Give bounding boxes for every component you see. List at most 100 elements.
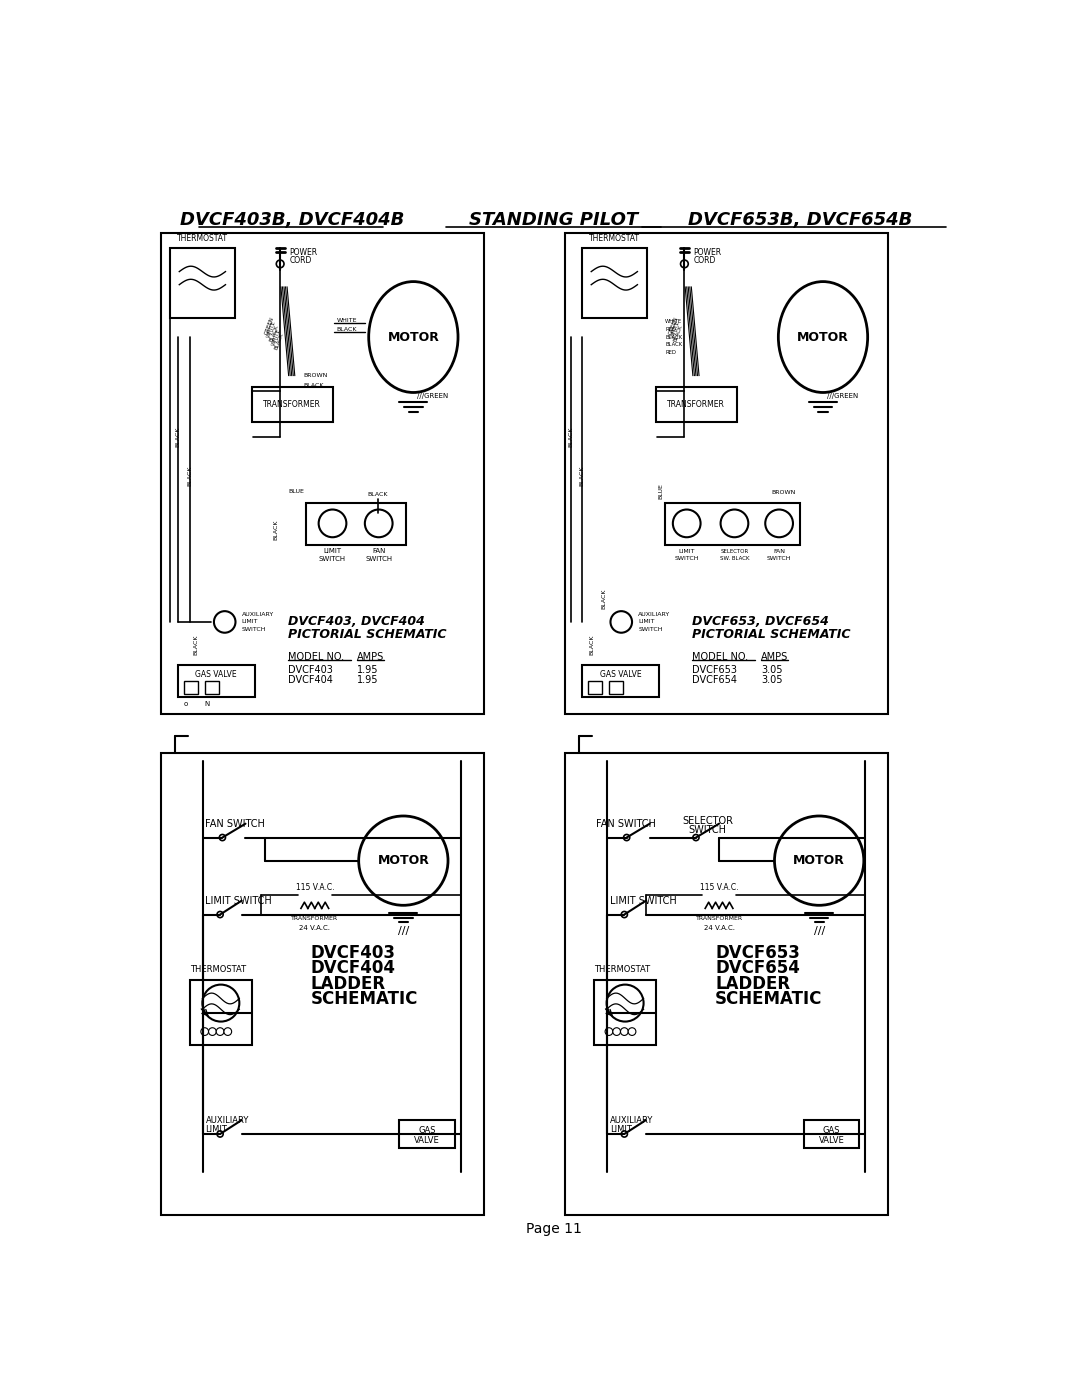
Text: MOTOR: MOTOR <box>793 854 845 868</box>
Text: BLACK: BLACK <box>303 383 324 388</box>
Circle shape <box>224 1028 231 1035</box>
Text: WHITE: WHITE <box>267 320 278 338</box>
Circle shape <box>629 1028 636 1035</box>
Text: SWITCH: SWITCH <box>319 556 346 562</box>
Ellipse shape <box>779 282 867 393</box>
Text: THERMOSTAT: THERMOSTAT <box>594 965 650 974</box>
Text: LIMIT: LIMIT <box>205 1125 227 1134</box>
Text: MODEL NO.: MODEL NO. <box>288 651 343 662</box>
Text: DVCF403: DVCF403 <box>288 665 333 675</box>
Circle shape <box>319 510 347 538</box>
Text: AMPS: AMPS <box>761 651 788 662</box>
Text: CORD: CORD <box>289 256 312 264</box>
Bar <box>609 682 623 693</box>
Text: SCHEMATIC: SCHEMATIC <box>311 990 418 1009</box>
Bar <box>594 979 656 1045</box>
Text: 3.05: 3.05 <box>761 675 783 685</box>
Text: DVCF653: DVCF653 <box>715 944 800 963</box>
Circle shape <box>217 1132 224 1137</box>
Circle shape <box>217 911 224 918</box>
Text: ///: /// <box>397 926 409 936</box>
Text: BLACK: BLACK <box>602 588 606 609</box>
Text: BLACK: BLACK <box>673 324 684 342</box>
Text: AUXILIARY: AUXILIARY <box>205 1116 248 1125</box>
Text: DVCF404: DVCF404 <box>311 960 396 978</box>
Text: BLACK: BLACK <box>188 465 192 486</box>
Text: LIMIT: LIMIT <box>610 1125 632 1134</box>
Text: VALVE: VALVE <box>415 1136 440 1144</box>
Text: TRANSFORMER: TRANSFORMER <box>292 916 338 921</box>
Bar <box>589 682 602 693</box>
Bar <box>565 753 889 1215</box>
Circle shape <box>720 510 748 538</box>
Text: 24 V.A.C.: 24 V.A.C. <box>299 925 330 932</box>
Text: SELECTOR: SELECTOR <box>681 816 733 826</box>
Text: BLACK: BLACK <box>273 331 284 351</box>
Text: PICTORIAL SCHEMATIC: PICTORIAL SCHEMATIC <box>692 627 851 641</box>
Text: BLACK: BLACK <box>193 634 198 655</box>
Text: BROWN: BROWN <box>303 373 327 379</box>
Circle shape <box>612 1028 621 1035</box>
Text: BLACK: BLACK <box>665 334 683 339</box>
Circle shape <box>202 985 240 1021</box>
Circle shape <box>359 816 448 905</box>
Text: 3.05: 3.05 <box>761 665 783 675</box>
Text: MOTOR: MOTOR <box>377 854 429 868</box>
Text: VALVE: VALVE <box>819 1136 845 1144</box>
Text: DVCF403: DVCF403 <box>311 944 396 963</box>
Text: DVCF654: DVCF654 <box>715 960 800 978</box>
Circle shape <box>774 816 864 905</box>
Text: 115 V.A.C.: 115 V.A.C. <box>296 883 334 893</box>
Text: RED: RED <box>665 349 676 355</box>
Text: DVCF654: DVCF654 <box>692 675 737 685</box>
Text: SELECTOR: SELECTOR <box>720 549 748 553</box>
Text: STANDING PILOT: STANDING PILOT <box>469 211 638 229</box>
Text: TRANSFORMER: TRANSFORMER <box>667 401 725 409</box>
Text: MOTOR: MOTOR <box>797 331 849 344</box>
Text: LIMIT: LIMIT <box>242 619 258 624</box>
Text: DVCF403B, DVCF404B: DVCF403B, DVCF404B <box>179 211 404 229</box>
Bar <box>565 233 889 714</box>
Text: WHITE: WHITE <box>665 319 683 324</box>
Text: BLACK: BLACK <box>367 492 388 497</box>
Circle shape <box>605 1028 612 1035</box>
Text: DVCF404: DVCF404 <box>288 675 333 685</box>
Circle shape <box>621 911 627 918</box>
Text: LIMIT: LIMIT <box>323 548 341 555</box>
Text: FAN: FAN <box>773 549 785 553</box>
Text: WHITE: WHITE <box>671 320 681 338</box>
Bar <box>190 979 252 1045</box>
Text: FAN SWITCH: FAN SWITCH <box>205 819 266 828</box>
Text: LIMIT SWITCH: LIMIT SWITCH <box>205 895 272 905</box>
Text: WHITE: WHITE <box>336 317 356 323</box>
Text: POWER: POWER <box>693 247 721 257</box>
Bar <box>665 503 800 545</box>
Text: DVCF653: DVCF653 <box>692 665 737 675</box>
Text: SWITCH: SWITCH <box>242 627 266 631</box>
Circle shape <box>673 510 701 538</box>
Text: THERMOSTAT: THERMOSTAT <box>589 235 639 243</box>
Circle shape <box>610 610 632 633</box>
Text: ///GREEN: ///GREEN <box>827 394 859 400</box>
Text: PICTORIAL SCHEMATIC: PICTORIAL SCHEMATIC <box>288 627 446 641</box>
Text: o: o <box>184 700 188 707</box>
Text: LADDER: LADDER <box>715 975 791 993</box>
Text: GAS: GAS <box>823 1126 840 1134</box>
Bar <box>582 665 659 697</box>
Text: ///GREEN: ///GREEN <box>417 394 448 400</box>
Text: SWITCH: SWITCH <box>638 627 663 631</box>
Bar <box>252 387 333 422</box>
Circle shape <box>219 834 226 841</box>
Text: FAN: FAN <box>372 548 386 555</box>
Text: BLACK: BLACK <box>590 634 594 655</box>
Text: DVCF403, DVCF404: DVCF403, DVCF404 <box>288 616 424 629</box>
Text: GAS VALVE: GAS VALVE <box>599 669 642 679</box>
Text: MODEL NO.: MODEL NO. <box>692 651 748 662</box>
Text: AUXILIARY: AUXILIARY <box>242 612 274 616</box>
Text: AUXILIARY: AUXILIARY <box>610 1116 653 1125</box>
Text: BLACK: BLACK <box>569 427 573 447</box>
Text: LIMIT SWITCH: LIMIT SWITCH <box>610 895 676 905</box>
Circle shape <box>214 610 235 633</box>
Text: SWITCH: SWITCH <box>767 556 792 562</box>
Text: BLUE: BLUE <box>288 489 305 493</box>
